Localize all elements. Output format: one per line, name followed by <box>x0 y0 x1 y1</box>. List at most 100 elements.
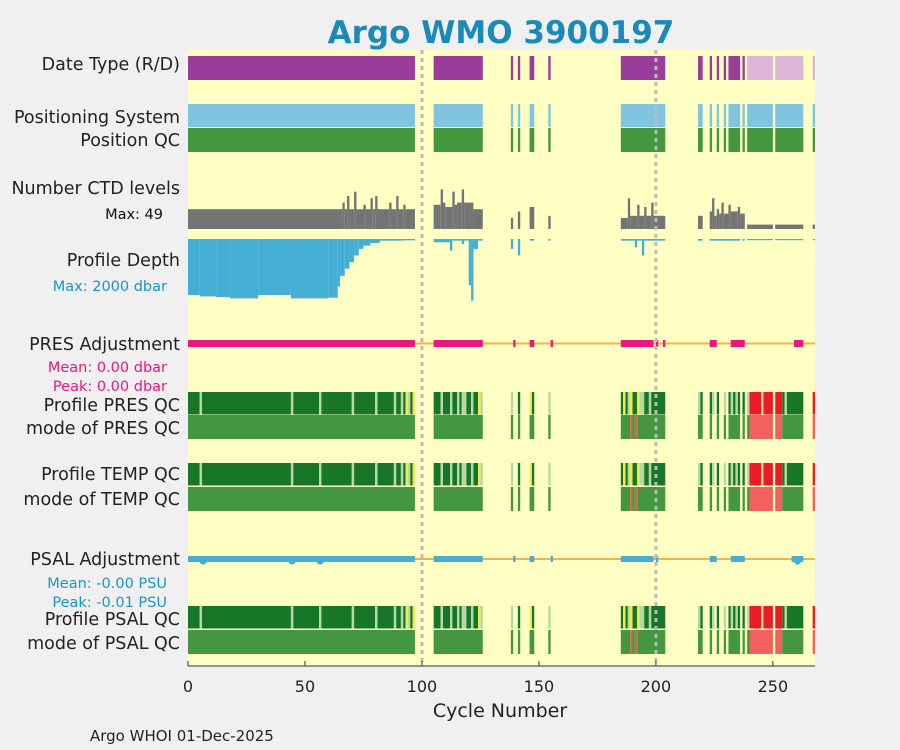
profile-psal-qc-bar <box>478 606 481 629</box>
pres-adjustment-bar <box>433 340 483 347</box>
profile-psal-qc-bar <box>433 606 441 629</box>
profile-pres-qc-bar <box>480 392 483 415</box>
profile-depth-bar <box>473 239 479 249</box>
positioning-system-bar <box>709 104 713 127</box>
profile-psal-qc-bar <box>202 606 291 629</box>
profile-depth-bar <box>403 239 415 241</box>
profile-psal-qc-bar <box>407 606 411 629</box>
profile-psal-qc-bar <box>735 606 738 629</box>
profile-pres-qc-bar <box>433 392 441 415</box>
profile-pres-qc-bar <box>637 392 640 415</box>
profile-temp-qc-bar <box>812 463 815 486</box>
profile-pres-qc-bar <box>644 392 649 415</box>
mode-temp-qc-bar <box>634 487 638 511</box>
mode-temp-qc-bar <box>723 487 727 511</box>
profile-temp-qc-bar <box>188 463 200 486</box>
profile-temp-qc-bar <box>293 463 320 486</box>
profile-pres-qc-bar <box>478 392 481 415</box>
profile-temp-qc-bar <box>407 463 411 486</box>
profile-psal-qc-bar <box>293 606 320 629</box>
position-qc-bar <box>716 128 720 152</box>
profile-psal-qc-bar <box>763 606 773 629</box>
nlevels-bar <box>728 204 731 229</box>
date-type-bar-delayed <box>812 56 815 80</box>
nlevels-bar <box>461 189 465 229</box>
profile-psal-qc-bar <box>199 606 203 629</box>
nlevels-bar <box>389 202 392 229</box>
mode-pres-qc-bar <box>716 415 720 439</box>
label-profile-pres-qc: Profile PRES QC <box>44 396 180 416</box>
profile-depth-bar <box>328 239 338 298</box>
mode-temp-qc-bar <box>433 487 483 511</box>
date-type-bar-realtime <box>709 56 713 80</box>
date-type-bar-realtime <box>728 56 741 80</box>
profile-psal-qc-bar <box>443 606 451 629</box>
profile-psal-qc-bar <box>716 606 720 629</box>
mode-pres-qc-bar <box>747 415 750 439</box>
profile-temp-qc-bar <box>782 463 785 486</box>
positioning-system-bar <box>548 104 551 127</box>
profile-pres-qc-bar <box>620 392 624 415</box>
profile-pres-qc-bar <box>747 392 750 415</box>
profile-psal-qc-bar <box>630 606 633 629</box>
profile-temp-qc-bar <box>290 463 294 486</box>
mode-psal-qc-bar <box>782 630 804 654</box>
position-qc-bar <box>747 128 773 152</box>
mode-psal-qc-bar <box>723 630 727 654</box>
profile-pres-qc-bar <box>709 392 713 415</box>
profile-pres-qc-bar <box>459 392 462 415</box>
x-tick-label: 100 <box>407 677 438 696</box>
profile-temp-qc-bar <box>351 463 355 486</box>
profile-temp-qc-bar <box>749 463 762 486</box>
mode-pres-qc-bar <box>529 415 535 439</box>
mode-temp-qc-bar <box>637 487 666 511</box>
psal-adjustment-bar <box>529 556 535 562</box>
mode-pres-qc-bar <box>510 415 514 439</box>
profile-psal-qc-bar <box>473 606 479 629</box>
profile-pres-qc-bar <box>730 392 734 415</box>
profile-psal-qc-bar <box>459 606 462 629</box>
positioning-system-bar <box>510 104 514 127</box>
profile-psal-qc-bar <box>410 606 413 629</box>
profile-pres-qc-bar <box>440 392 444 415</box>
date-type-bar-delayed <box>775 56 804 80</box>
mode-temp-qc-bar <box>812 487 815 511</box>
mode-psal-qc-bar <box>716 630 720 654</box>
label-depth-max: Max: 2000 dbar <box>53 279 167 295</box>
profile-pres-qc-bar <box>199 392 203 415</box>
x-tick-label: 150 <box>524 677 555 696</box>
nlevels-bar <box>639 215 645 229</box>
profile-depth-bar <box>644 239 666 241</box>
profile-temp-qc-bar <box>412 463 415 486</box>
x-tick-label: 0 <box>183 677 193 696</box>
profile-psal-qc-bar <box>632 606 638 629</box>
label-mode-pres-qc: mode of PRES QC <box>26 419 180 439</box>
profile-temp-qc-bar <box>735 463 738 486</box>
profile-psal-qc-bar <box>531 606 535 629</box>
mode-pres-qc-bar <box>632 415 635 439</box>
profile-pres-qc-bar <box>712 392 715 415</box>
pres-adjustment-bar <box>709 340 717 347</box>
position-qc-bar <box>433 128 483 152</box>
positioning-system-bar <box>747 104 773 127</box>
profile-temp-qc-bar <box>733 463 736 486</box>
mode-psal-qc-bar <box>517 630 521 654</box>
label-position-qc: Position QC <box>80 131 180 151</box>
profile-psal-qc-bar <box>290 606 294 629</box>
profile-depth-bar <box>188 239 200 296</box>
profile-psal-qc-bar <box>375 606 378 629</box>
mode-psal-qc-bar <box>709 630 713 654</box>
profile-psal-qc-bar <box>733 606 736 629</box>
x-tick-label: 200 <box>641 677 672 696</box>
profile-psal-qc-bar <box>761 606 764 629</box>
mode-psal-qc-bar <box>510 630 514 654</box>
nlevels-bar <box>747 224 752 229</box>
mode-pres-qc-bar <box>812 415 815 439</box>
nlevels-bar <box>630 215 638 229</box>
profile-temp-qc-bar <box>450 463 453 486</box>
profile-pres-qc-bar <box>351 392 355 415</box>
pres-adjustment-bar <box>188 340 415 347</box>
profile-psal-qc-bar <box>321 606 352 629</box>
profile-temp-qc-bar <box>700 463 703 486</box>
nlevels-bar <box>363 204 366 229</box>
